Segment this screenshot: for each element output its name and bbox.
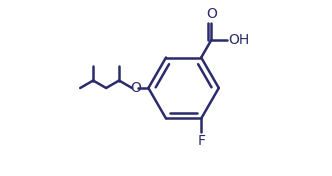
Text: OH: OH [228,33,249,47]
Text: O: O [206,7,217,21]
Text: O: O [130,81,141,95]
Text: F: F [197,134,205,148]
